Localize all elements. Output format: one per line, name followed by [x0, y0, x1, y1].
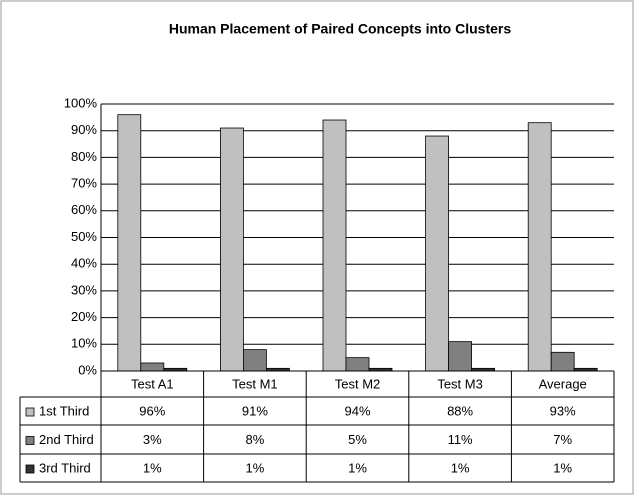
y-tick-label: 60%: [71, 202, 97, 217]
legend-swatch: [25, 407, 35, 417]
legend-label: 1st Third: [39, 403, 89, 418]
y-tick-label: 50%: [71, 229, 97, 244]
x-tick-label: Average: [539, 376, 587, 391]
y-tick-label: 10%: [71, 336, 97, 351]
table-cell: 5%: [348, 432, 367, 447]
legend-swatch: [25, 436, 35, 445]
table-cell: 1%: [143, 460, 162, 475]
bar: [242, 349, 267, 372]
legend-label: 3rd Third: [39, 460, 91, 475]
table-cell: 1%: [246, 460, 265, 475]
bar: [322, 119, 347, 372]
bar: [527, 122, 552, 372]
table-cell: 1%: [348, 460, 367, 475]
bar: [117, 114, 142, 372]
x-tick-label: Test A1: [131, 376, 174, 391]
y-tick-label: 20%: [71, 309, 97, 324]
y-tick-label: 30%: [71, 282, 97, 297]
y-tick-label: 40%: [71, 256, 97, 271]
table-cell: 3%: [143, 432, 162, 447]
y-tick-label: 90%: [71, 122, 97, 137]
bar: [219, 127, 244, 372]
table-cell: 96%: [139, 403, 165, 418]
bar: [140, 362, 165, 372]
table-cell: 93%: [550, 403, 576, 418]
x-tick-label: Test M1: [232, 376, 278, 391]
table-cell: 91%: [242, 403, 268, 418]
y-tick-label: 70%: [71, 176, 97, 191]
table-cell: 1%: [553, 460, 572, 475]
table-cell: 1%: [451, 460, 470, 475]
legend-swatch: [25, 464, 35, 474]
x-tick-label: Test M3: [437, 376, 483, 391]
table-cell: 8%: [246, 432, 265, 447]
bar: [425, 135, 450, 372]
chart-title: Human Placement of Paired Concepts into …: [169, 21, 512, 37]
legend-label: 2nd Third: [39, 432, 94, 447]
bar: [345, 357, 370, 372]
table-cell: 94%: [344, 403, 370, 418]
y-tick-label: 0%: [78, 362, 97, 377]
table-cell: 11%: [448, 432, 473, 447]
y-tick-label: 80%: [71, 149, 97, 164]
table-cell: 7%: [553, 432, 572, 447]
table-cell: 88%: [447, 403, 473, 418]
y-tick-label: 100%: [64, 95, 98, 110]
bar: [550, 351, 575, 372]
x-tick-label: Test M2: [335, 376, 381, 391]
bar: [448, 341, 473, 372]
